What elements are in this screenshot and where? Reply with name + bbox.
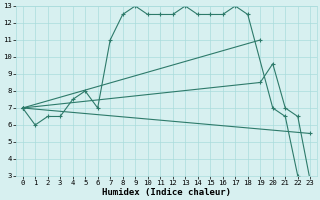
X-axis label: Humidex (Indice chaleur): Humidex (Indice chaleur): [102, 188, 231, 197]
